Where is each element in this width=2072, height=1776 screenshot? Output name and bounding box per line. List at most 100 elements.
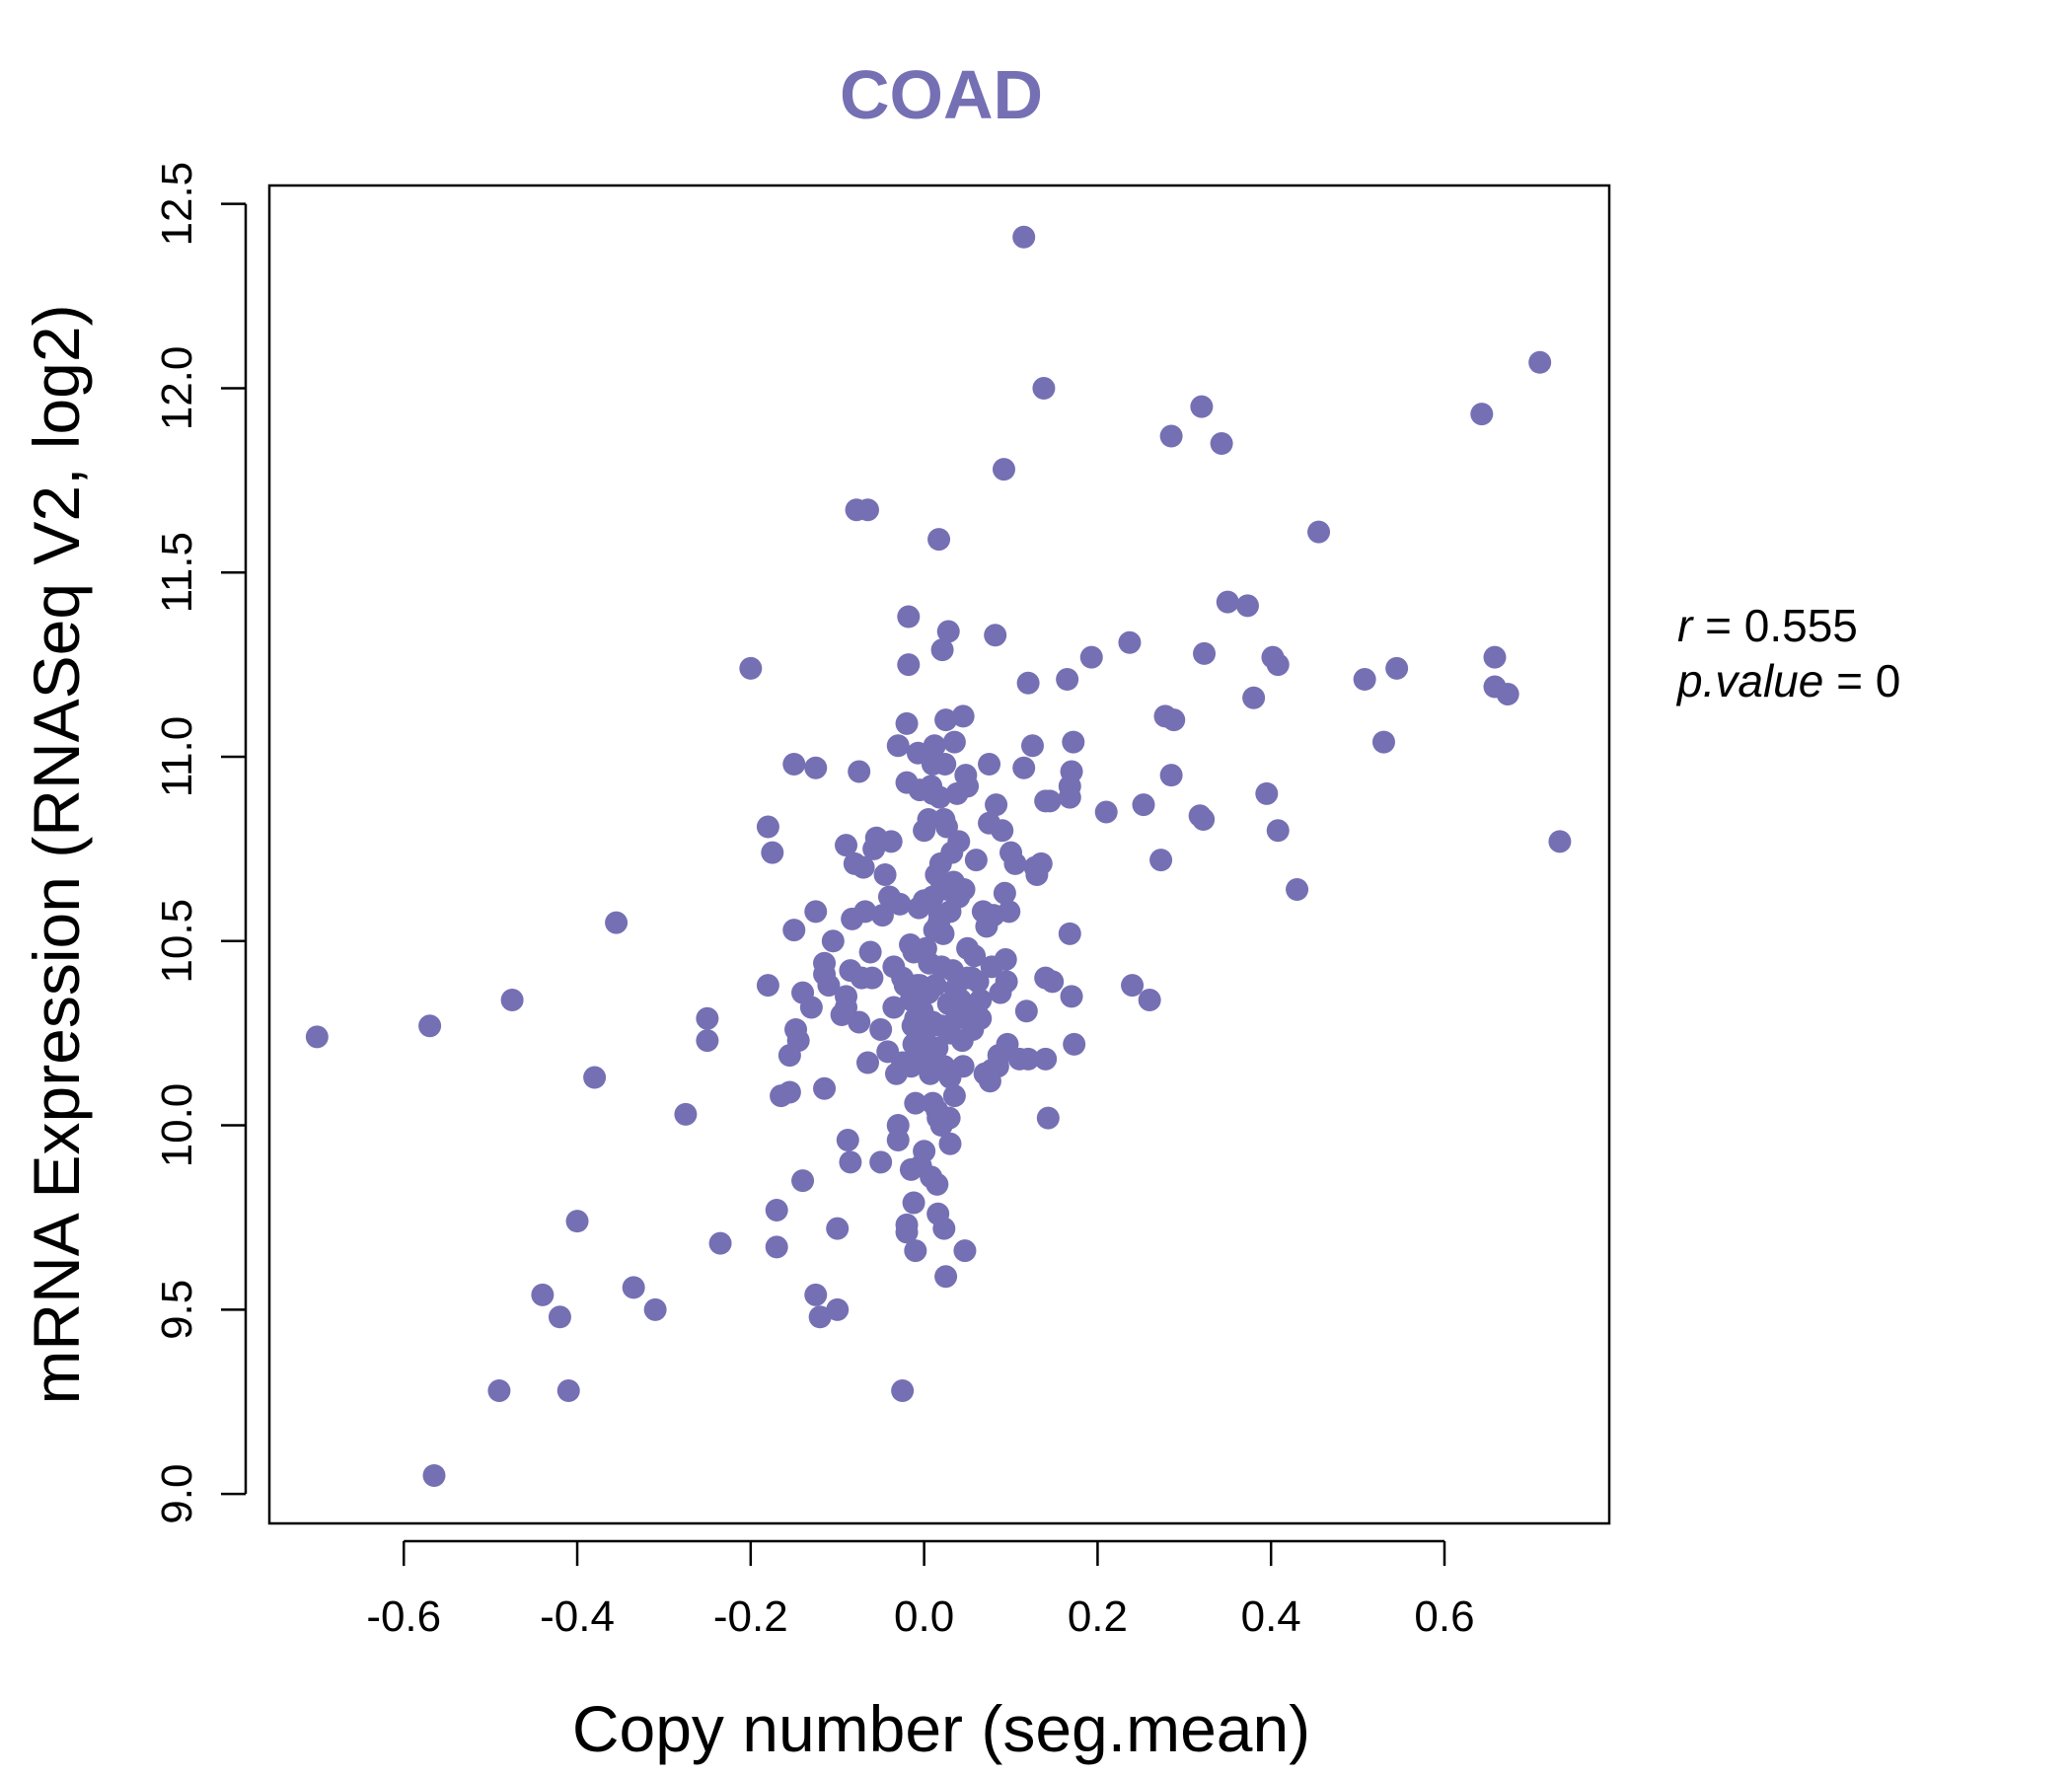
data-point xyxy=(930,638,954,662)
data-point xyxy=(886,734,910,758)
data-point xyxy=(902,1191,925,1215)
data-point xyxy=(817,974,841,998)
data-point xyxy=(1079,645,1103,669)
data-point xyxy=(1470,403,1494,426)
y-axis-label: mRNA Expression (RNASeq V2, log2) xyxy=(20,304,93,1404)
data-point xyxy=(952,877,976,901)
data-point xyxy=(622,1276,645,1299)
data-point xyxy=(992,458,1015,481)
data-point xyxy=(1063,1032,1086,1056)
data-point xyxy=(963,944,987,968)
data-point xyxy=(826,1217,850,1240)
r-value: 0.555 xyxy=(1744,600,1858,651)
data-point xyxy=(938,1132,962,1155)
x-tick-label: 0.4 xyxy=(1241,1592,1301,1641)
data-point xyxy=(937,1106,961,1130)
data-point xyxy=(1132,793,1155,817)
data-point xyxy=(1385,656,1409,680)
data-point xyxy=(891,1379,915,1403)
data-point xyxy=(879,830,903,853)
r-label: r xyxy=(1677,600,1694,651)
data-point xyxy=(886,1114,910,1138)
data-point xyxy=(888,892,912,916)
data-point xyxy=(1138,989,1161,1012)
p-label: p.value xyxy=(1675,655,1823,706)
data-point xyxy=(791,1169,815,1193)
correlation-annotation: r = 0.555 xyxy=(1677,600,1858,651)
y-tick-label: 10.5 xyxy=(153,899,201,984)
data-point xyxy=(1020,734,1044,758)
data-point xyxy=(1056,668,1079,692)
data-point xyxy=(925,1036,949,1060)
data-point xyxy=(848,1010,871,1034)
data-point xyxy=(985,793,1008,817)
data-point xyxy=(756,974,779,998)
data-point xyxy=(1159,764,1183,787)
data-point xyxy=(995,970,1018,994)
data-point xyxy=(927,785,951,809)
y-tick-label: 10.0 xyxy=(153,1083,201,1168)
data-point xyxy=(1193,641,1217,665)
data-point xyxy=(978,752,1001,776)
data-point xyxy=(1014,999,1038,1023)
data-point xyxy=(1548,830,1572,853)
data-point xyxy=(836,1129,859,1152)
data-point xyxy=(808,1305,832,1329)
y-tick-label: 11.5 xyxy=(153,532,201,613)
data-point xyxy=(765,1235,788,1259)
data-point xyxy=(895,711,919,735)
pvalue-annotation: p.value = 0 xyxy=(1675,655,1900,706)
data-point xyxy=(934,1265,958,1289)
plot-frame xyxy=(267,184,1611,1525)
x-axis: -0.6 -0.4 -0.2 0.0 0.2 0.4 0.6 xyxy=(366,1539,1475,1641)
data-point xyxy=(531,1283,555,1306)
data-point xyxy=(1266,653,1290,677)
data-point xyxy=(851,855,875,879)
data-point xyxy=(782,752,806,776)
data-point xyxy=(858,940,882,964)
data-point xyxy=(1216,590,1239,614)
data-point xyxy=(860,966,884,990)
data-point xyxy=(835,985,858,1008)
data-point xyxy=(418,1014,442,1038)
data-point xyxy=(813,1076,837,1100)
data-point xyxy=(923,734,946,758)
data-point xyxy=(1062,730,1085,754)
y-tick-label: 12.0 xyxy=(153,346,201,431)
x-tick-label: -0.4 xyxy=(540,1592,615,1641)
data-point xyxy=(583,1066,607,1089)
p-value: 0 xyxy=(1876,655,1901,706)
data-point xyxy=(756,815,779,839)
data-point xyxy=(869,1150,893,1174)
data-point xyxy=(1094,800,1118,824)
data-point xyxy=(422,1463,446,1487)
data-point xyxy=(605,911,629,934)
data-point xyxy=(933,752,957,776)
data-point xyxy=(821,929,845,953)
data-point xyxy=(500,989,524,1012)
data-point xyxy=(853,900,877,924)
data-point xyxy=(895,1221,919,1244)
data-point xyxy=(969,989,993,1012)
data-point xyxy=(804,756,828,779)
data-point xyxy=(897,653,921,677)
data-point xyxy=(934,708,958,732)
data-point xyxy=(1162,708,1186,732)
data-point xyxy=(1192,808,1216,832)
data-point xyxy=(1286,877,1309,901)
data-point xyxy=(708,1231,732,1255)
y-tick-label: 12.5 xyxy=(153,162,201,247)
data-point xyxy=(1036,1106,1060,1130)
data-point xyxy=(1266,819,1290,843)
data-point xyxy=(994,947,1017,971)
data-point xyxy=(969,1006,993,1030)
data-point xyxy=(487,1379,511,1403)
data-point xyxy=(904,1091,927,1115)
data-point xyxy=(991,819,1014,843)
data-point xyxy=(855,1051,879,1074)
data-point xyxy=(1058,922,1081,945)
data-point xyxy=(984,624,1007,647)
data-point xyxy=(904,1239,927,1263)
